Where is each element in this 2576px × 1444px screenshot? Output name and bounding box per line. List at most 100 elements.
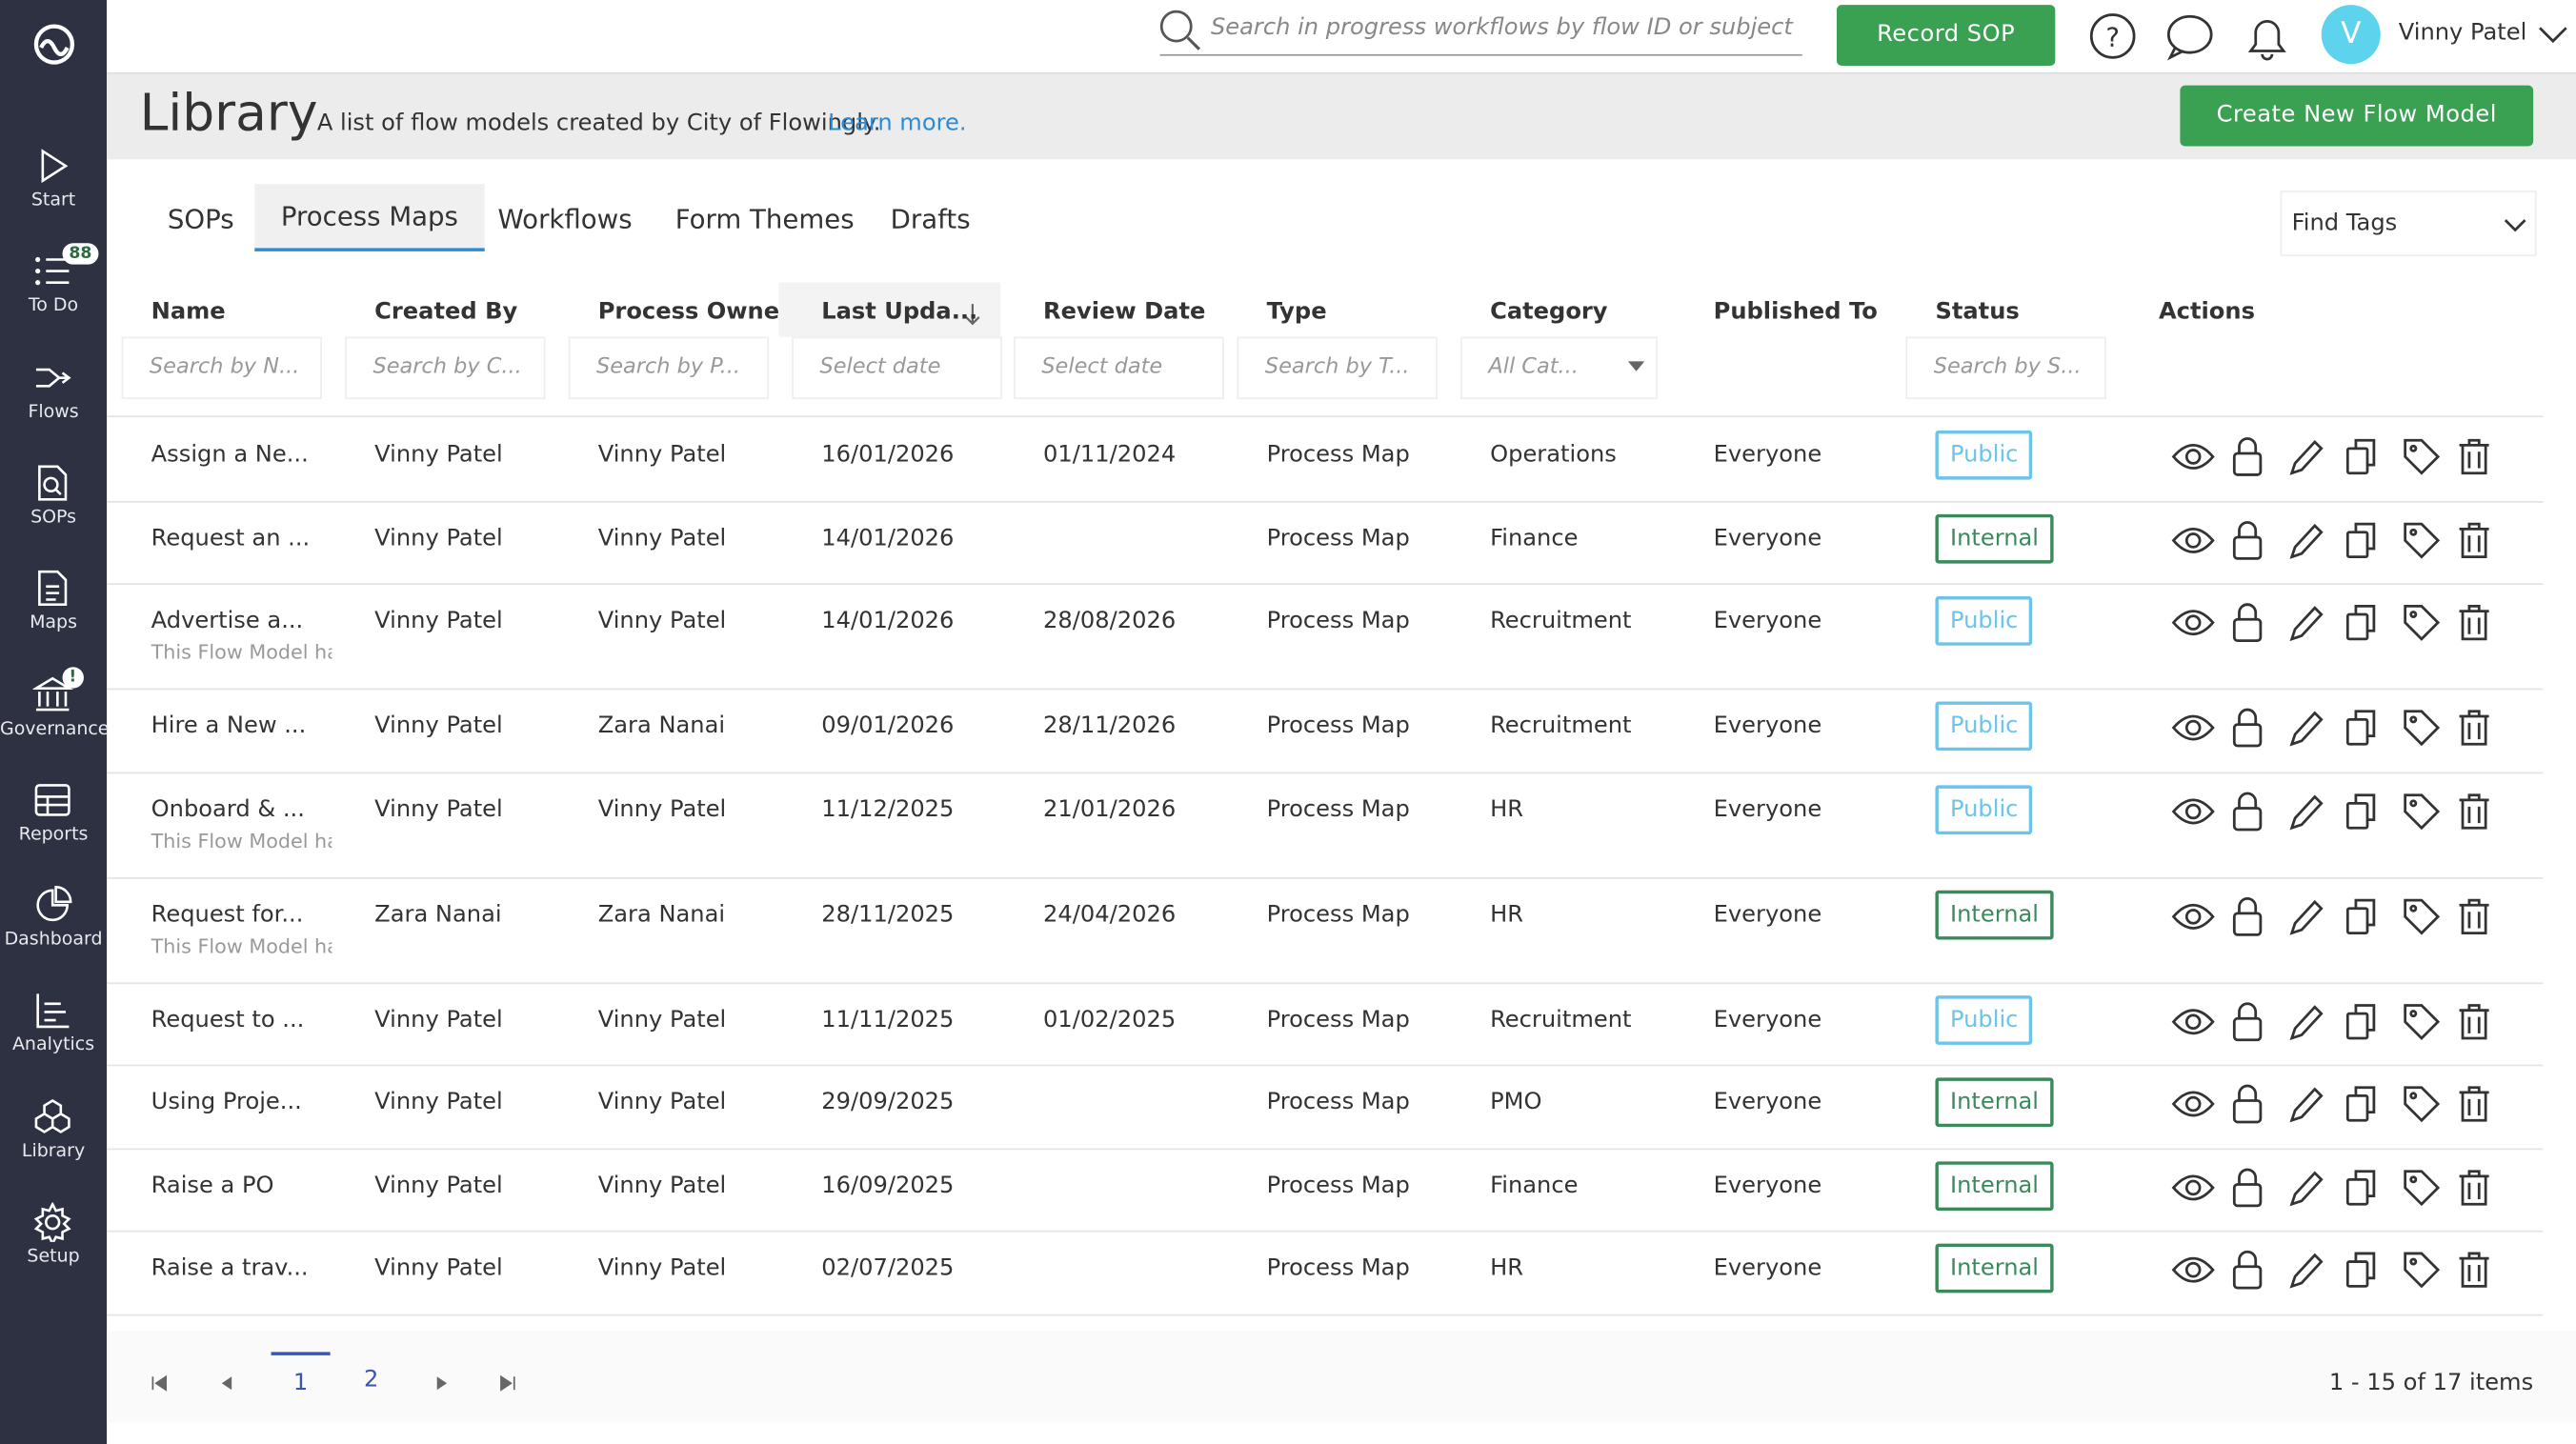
row-actions[interactable] <box>2170 1247 2499 1296</box>
next-page[interactable] <box>433 1374 453 1394</box>
tab[interactable]: SOPs <box>168 186 234 235</box>
column-filter[interactable]: Select date <box>792 337 1002 400</box>
column-filter[interactable]: Select date <box>1014 337 1224 400</box>
row-actions[interactable] <box>2170 998 2499 1048</box>
record-button[interactable]: Record SOP <box>1837 5 2055 66</box>
top-bar: Search in progress workflows by flow ID … <box>107 0 2576 74</box>
nav-label: Reports <box>0 823 107 844</box>
row-actions[interactable] <box>2170 516 2499 566</box>
tab[interactable]: Process Maps <box>254 184 484 251</box>
flow-name[interactable]: Raise a trav... <box>151 1255 309 1282</box>
cell: Vinny Patel <box>598 442 727 469</box>
search-input[interactable]: Search in progress workflows by flow ID … <box>1211 15 1793 42</box>
nav-item[interactable]: Library <box>0 1093 107 1192</box>
cell: Vinny Patel <box>598 608 727 634</box>
header-line <box>107 415 2543 417</box>
column-header[interactable]: Last Upda... <box>821 299 977 326</box>
avatar[interactable]: V <box>2322 5 2381 64</box>
cell: Process Map <box>1267 713 1410 740</box>
cell: HR <box>1490 796 1523 823</box>
flow-name[interactable]: Hire a New ... <box>151 713 307 740</box>
flow-note: This Flow Model ha <box>151 933 332 956</box>
cell: 11/12/2025 <box>821 796 954 823</box>
nav-item[interactable]: Dashboard <box>0 882 107 980</box>
dropdown-caret[interactable] <box>1626 360 1646 376</box>
nav-icon <box>32 1202 73 1241</box>
column-header[interactable]: Category <box>1490 299 1607 326</box>
status-badge: Internal <box>1935 513 2053 563</box>
tabs: SOPsProcess MapsWorkflowsForm ThemesDraf… <box>107 158 2576 240</box>
nav-item[interactable]: Maps <box>0 566 107 664</box>
column-header[interactable]: Name <box>151 299 226 326</box>
cell: Recruitment <box>1490 1006 1631 1033</box>
column-filter[interactable]: Search by T... <box>1238 337 1438 400</box>
nav-item[interactable]: Start <box>0 143 107 241</box>
nav-label: Dashboard <box>0 929 107 950</box>
row-actions[interactable] <box>2170 705 2499 754</box>
prev-page[interactable] <box>218 1374 238 1394</box>
row-actions[interactable] <box>2170 1081 2499 1131</box>
flow-name[interactable]: Request for... <box>151 901 304 928</box>
row-actions[interactable] <box>2170 433 2499 483</box>
column-header[interactable]: Type <box>1267 299 1327 326</box>
cell: Operations <box>1490 442 1617 469</box>
nav-item[interactable]: Reports <box>0 776 107 874</box>
cell: 11/11/2025 <box>821 1006 954 1033</box>
row-line <box>107 500 2543 502</box>
flow-name[interactable]: Request an ... <box>151 525 311 552</box>
flow-name[interactable]: Advertise a... <box>151 608 304 634</box>
cell: Everyone <box>1714 713 1822 740</box>
row-actions[interactable] <box>2170 892 2499 942</box>
cell: 28/11/2026 <box>1043 713 1176 740</box>
row-line <box>107 1314 2543 1315</box>
column-filter[interactable]: Search by C... <box>345 337 545 400</box>
page-header: Library A list of flow models created by… <box>107 74 2576 160</box>
flow-name[interactable]: Onboard & ... <box>151 796 305 823</box>
user-name[interactable]: Vinny Patel <box>2399 20 2527 47</box>
cell: Vinny Patel <box>598 1173 727 1199</box>
row-actions[interactable] <box>2170 1164 2499 1213</box>
nav-item[interactable]: SOPs <box>0 460 107 558</box>
cell: 14/01/2026 <box>821 525 954 552</box>
column-header[interactable]: Created By <box>374 299 517 326</box>
column-header[interactable]: Published To <box>1714 299 1878 326</box>
column-header[interactable]: Process Owner <box>598 299 791 326</box>
column-header[interactable]: Review Date <box>1043 299 1205 326</box>
column-header[interactable]: Status <box>1935 299 2019 326</box>
nav-item[interactable]: Analytics <box>0 988 107 1086</box>
row-actions[interactable] <box>2170 600 2499 650</box>
flow-name[interactable]: Using Proje... <box>151 1089 302 1115</box>
column-header: Actions <box>2159 299 2255 326</box>
last-page[interactable] <box>498 1374 518 1394</box>
tab[interactable]: Form Themes <box>675 186 855 235</box>
cell: Everyone <box>1714 442 1822 469</box>
tab[interactable]: Drafts <box>891 186 971 235</box>
page-number[interactable]: 1 <box>272 1352 331 1411</box>
column-filter[interactable]: Search by S... <box>1905 337 2105 400</box>
user-menu-caret[interactable] <box>2537 23 2569 46</box>
column-filter[interactable]: Search by P... <box>569 337 769 400</box>
nav-item[interactable]: Governance! <box>0 672 107 770</box>
cell: 29/09/2025 <box>821 1089 954 1115</box>
tab[interactable]: Workflows <box>498 186 633 235</box>
flow-name[interactable]: Raise a PO <box>151 1173 274 1199</box>
learn-more-link[interactable]: Learn more. <box>828 110 966 137</box>
cell: Process Map <box>1267 796 1410 823</box>
page-number[interactable]: 2 <box>354 1367 387 1394</box>
row-actions[interactable] <box>2170 788 2499 837</box>
cell: Everyone <box>1714 796 1822 823</box>
create-button[interactable]: Create New Flow Model <box>2180 86 2533 147</box>
nav-item[interactable]: Setup <box>0 1199 107 1297</box>
nav-item[interactable]: To Do88 <box>0 249 107 347</box>
first-page[interactable] <box>150 1374 170 1394</box>
cell: 28/08/2026 <box>1043 608 1176 634</box>
cell: Process Map <box>1267 1006 1410 1033</box>
cell: Everyone <box>1714 1173 1822 1199</box>
row-line <box>107 1231 2543 1233</box>
logo <box>31 20 77 70</box>
column-filter[interactable]: Search by N... <box>122 337 322 400</box>
nav-item[interactable]: Flows <box>0 354 107 452</box>
cell: 16/01/2026 <box>821 442 954 469</box>
flow-name[interactable]: Assign a Ne... <box>151 442 309 469</box>
flow-name[interactable]: Request to ... <box>151 1006 305 1033</box>
